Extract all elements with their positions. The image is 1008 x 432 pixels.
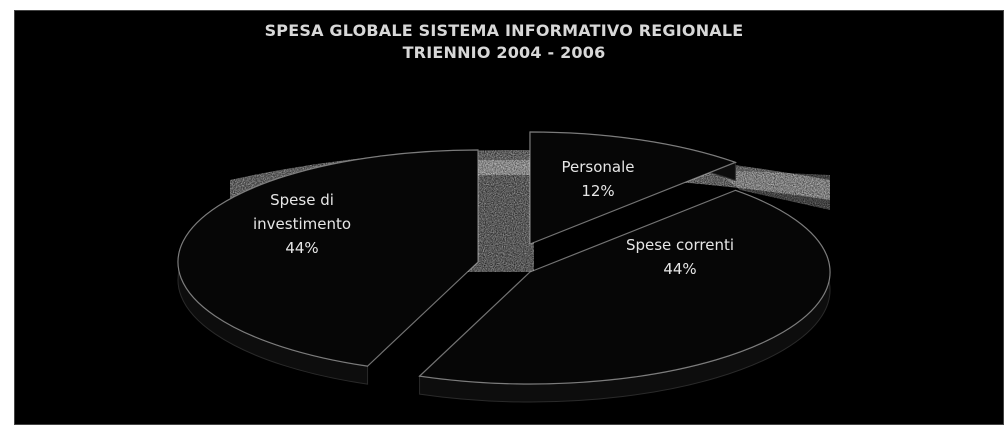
pie-slice-label: Spese correnti 44% [626, 236, 734, 278]
pie-slice-label-line: Spese correnti [626, 236, 734, 254]
pie-slice-spese-correnti [418, 189, 831, 385]
chart-title: SPESA GLOBALE SISTEMA INFORMATIVO REGION… [264, 21, 744, 40]
pie-slice-label: Personale 12% [562, 158, 635, 200]
chart-title-block: SPESA GLOBALE SISTEMA INFORMATIVO REGION… [0, 20, 1008, 64]
chart-subtitle: TRIENNIO 2004 - 2006 [402, 43, 606, 62]
pie-slice-spese-di-investimento [177, 149, 479, 367]
pie-labels: Spese di investimento 44% Personale 12% Spese… [253, 158, 734, 278]
pie-slice-label: Spese di investimento 44% [253, 191, 351, 257]
pie-slice-personale [529, 131, 738, 245]
pie-right-texture [716, 170, 830, 210]
pie-slice-label-line: Spese di [270, 191, 334, 209]
pie-slice-label-line: investimento [253, 215, 351, 233]
pie-slice-label-line: 44% [285, 239, 318, 257]
pie-slice-label-line: Personale [562, 158, 635, 176]
pie-slices [177, 131, 831, 403]
pie-slice-label-line: 12% [581, 182, 614, 200]
pie-slice-label-line: 44% [663, 260, 696, 278]
